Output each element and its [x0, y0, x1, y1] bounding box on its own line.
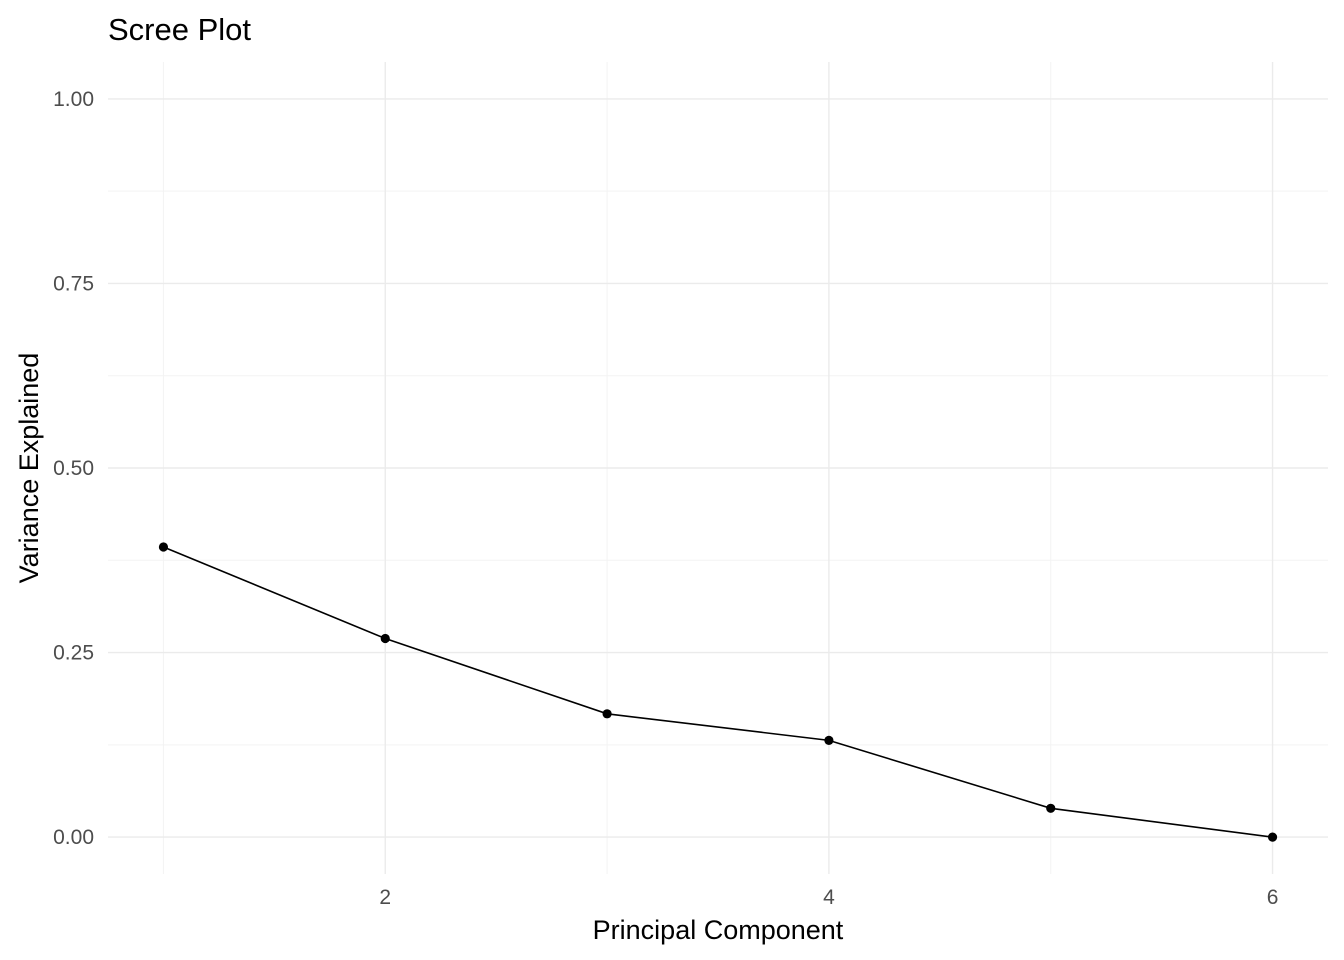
x-tick-label: 6: [1267, 886, 1279, 909]
data-point: [1046, 803, 1056, 813]
data-point: [824, 735, 834, 745]
series-line: [163, 546, 1273, 838]
axis-labels-layer: 2 4 6 0.00 0.25 0.50 0.75 1.00: [53, 88, 1278, 909]
data-point: [380, 633, 390, 644]
y-tick-label: 0.25: [53, 642, 94, 665]
y-tick-label: 0.75: [53, 272, 94, 295]
series-layer: [158, 542, 1278, 842]
x-tick-label: 2: [379, 886, 391, 909]
y-tick-label: 0.00: [53, 826, 94, 849]
data-point: [158, 542, 169, 552]
y-axis-title: Variance Explained: [14, 353, 44, 584]
data-point: [1267, 832, 1278, 842]
y-tick-label: 0.50: [53, 457, 94, 480]
x-tick-label: 4: [823, 886, 835, 909]
grid-layer: [108, 62, 1328, 874]
y-tick-label: 1.00: [53, 88, 94, 111]
chart-title: Scree Plot: [108, 12, 251, 47]
data-point: [602, 709, 612, 719]
x-axis-title: Principal Component: [593, 915, 844, 945]
